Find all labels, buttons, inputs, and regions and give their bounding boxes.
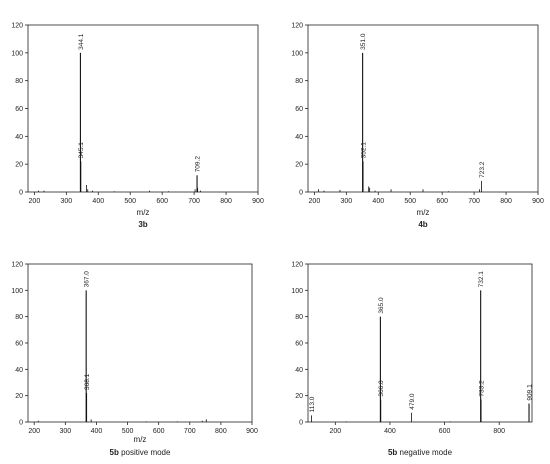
y-tick-label: 120	[11, 262, 23, 269]
compound-id: 3b	[138, 220, 147, 229]
y-tick-label: 120	[11, 23, 23, 30]
x-tick-label: 700	[468, 198, 480, 205]
y-tick-label: 80	[15, 314, 23, 321]
spectrum-panel-3: 0 20 40 60 80 100 120 200 300 400 500 600 700 800 900 3…	[11, 262, 258, 458]
x-tick-label: 500	[404, 198, 416, 205]
x-tick-label: 900	[252, 198, 264, 205]
peak-label: 368.1	[84, 373, 91, 390]
x-tick-label: 900	[246, 428, 258, 435]
plot-frame	[27, 24, 259, 193]
y-tick-label: 60	[15, 341, 23, 348]
x-tick-label: 900	[532, 198, 544, 205]
spectrum-panel-2: 0 20 40 60 80 100 120 200 300 400 500 600 700 800 900 3…	[291, 23, 544, 230]
y-tick-label: 20	[295, 162, 303, 169]
x-tick-label: 600	[436, 198, 448, 205]
peak-label: 366.0	[378, 380, 385, 397]
y-tick-label: 80	[295, 78, 303, 85]
peak-label: 367.0	[84, 271, 91, 288]
peak-label: 479.0	[409, 393, 416, 410]
x-tick-label: 600	[439, 428, 451, 435]
plot-frame	[307, 263, 533, 423]
y-tick-label: 0	[299, 190, 303, 197]
x-tick-label: 500	[124, 198, 136, 205]
x-axis-label: m/z	[134, 435, 147, 444]
peak-label: 733.2	[478, 380, 485, 397]
y-tick-label: 20	[15, 393, 23, 400]
y-tick-label: 100	[291, 288, 303, 295]
y-tick-label: 0	[19, 190, 23, 197]
y-tick-label: 60	[295, 341, 303, 348]
x-tick-label: 300	[60, 198, 72, 205]
x-tick-label: 300	[340, 198, 352, 205]
compound-id: 5b	[388, 448, 397, 457]
plot-frame	[307, 24, 539, 193]
y-tick-label: 40	[15, 134, 23, 141]
peak-label: 113.0	[309, 396, 316, 412]
x-tick-label: 200	[29, 198, 41, 205]
x-tick-label: 800	[493, 428, 505, 435]
peak-label: 351.0	[360, 33, 367, 50]
y-tick-label: 100	[11, 50, 23, 57]
ionization-mode: positive mode	[119, 448, 171, 457]
y-tick-label: 40	[295, 367, 303, 374]
x-tick-label: 300	[59, 428, 71, 435]
x-axis-label: m/z	[137, 208, 150, 217]
x-tick-label: 400	[384, 428, 396, 435]
y-tick-label: 40	[295, 134, 303, 141]
y-tick-label: 20	[295, 393, 303, 400]
x-tick-label: 400	[91, 428, 103, 435]
panel-caption: 3b	[138, 220, 147, 229]
peak-label: 709.2	[195, 156, 202, 173]
panel-caption: 5b positive mode	[110, 448, 171, 457]
y-tick-label: 60	[295, 106, 303, 113]
y-tick-label: 100	[11, 288, 23, 295]
x-tick-label: 200	[329, 428, 341, 435]
y-tick-label: 0	[19, 420, 23, 427]
peak-label: 344.1	[78, 33, 85, 50]
x-tick-label: 200	[309, 198, 321, 205]
x-tick-label: 800	[500, 198, 512, 205]
y-tick-label: 120	[291, 23, 303, 30]
peak-label: 909.1	[527, 384, 534, 401]
x-tick-label: 500	[122, 428, 134, 435]
peak-label: 723.2	[479, 161, 486, 178]
panel-caption: 5b negative mode	[388, 448, 453, 457]
peak-label: 365.0	[378, 297, 385, 314]
y-tick-label: 0	[299, 420, 303, 427]
y-tick-label: 120	[291, 262, 303, 269]
panel-caption: 4b	[418, 220, 427, 229]
x-axis-label: m/z	[417, 208, 430, 217]
y-tick-label: 20	[15, 162, 23, 169]
x-tick-label: 400	[372, 198, 384, 205]
x-tick-label: 600	[156, 198, 168, 205]
peak-label: 732.1	[478, 271, 485, 288]
y-tick-label: 80	[15, 78, 23, 85]
y-tick-label: 60	[15, 106, 23, 113]
x-tick-label: 200	[28, 428, 40, 435]
x-tick-label: 800	[215, 428, 227, 435]
y-tick-label: 40	[15, 367, 23, 374]
compound-id: 4b	[418, 220, 427, 229]
x-tick-label: 800	[220, 198, 232, 205]
peak-label: 345.1	[78, 142, 85, 159]
x-tick-label: 700	[188, 198, 200, 205]
spectrum-panel-4: 0 20 40 60 80 100 120 200 400 600 800 365.0 732.1 366…	[291, 262, 533, 458]
y-tick-label: 80	[295, 314, 303, 321]
x-tick-label: 400	[92, 198, 104, 205]
compound-id: 5b	[110, 448, 119, 457]
spectrum-panel-1: 0 20 40 60 80 100 120 200 300 400 500 600 700 800 900 3…	[11, 23, 264, 230]
ionization-mode: negative mode	[397, 448, 452, 457]
x-tick-label: 700	[184, 428, 196, 435]
peak-label: 352.1	[360, 142, 367, 159]
x-tick-label: 600	[153, 428, 165, 435]
plot-frame	[27, 263, 253, 423]
y-tick-label: 100	[291, 50, 303, 57]
